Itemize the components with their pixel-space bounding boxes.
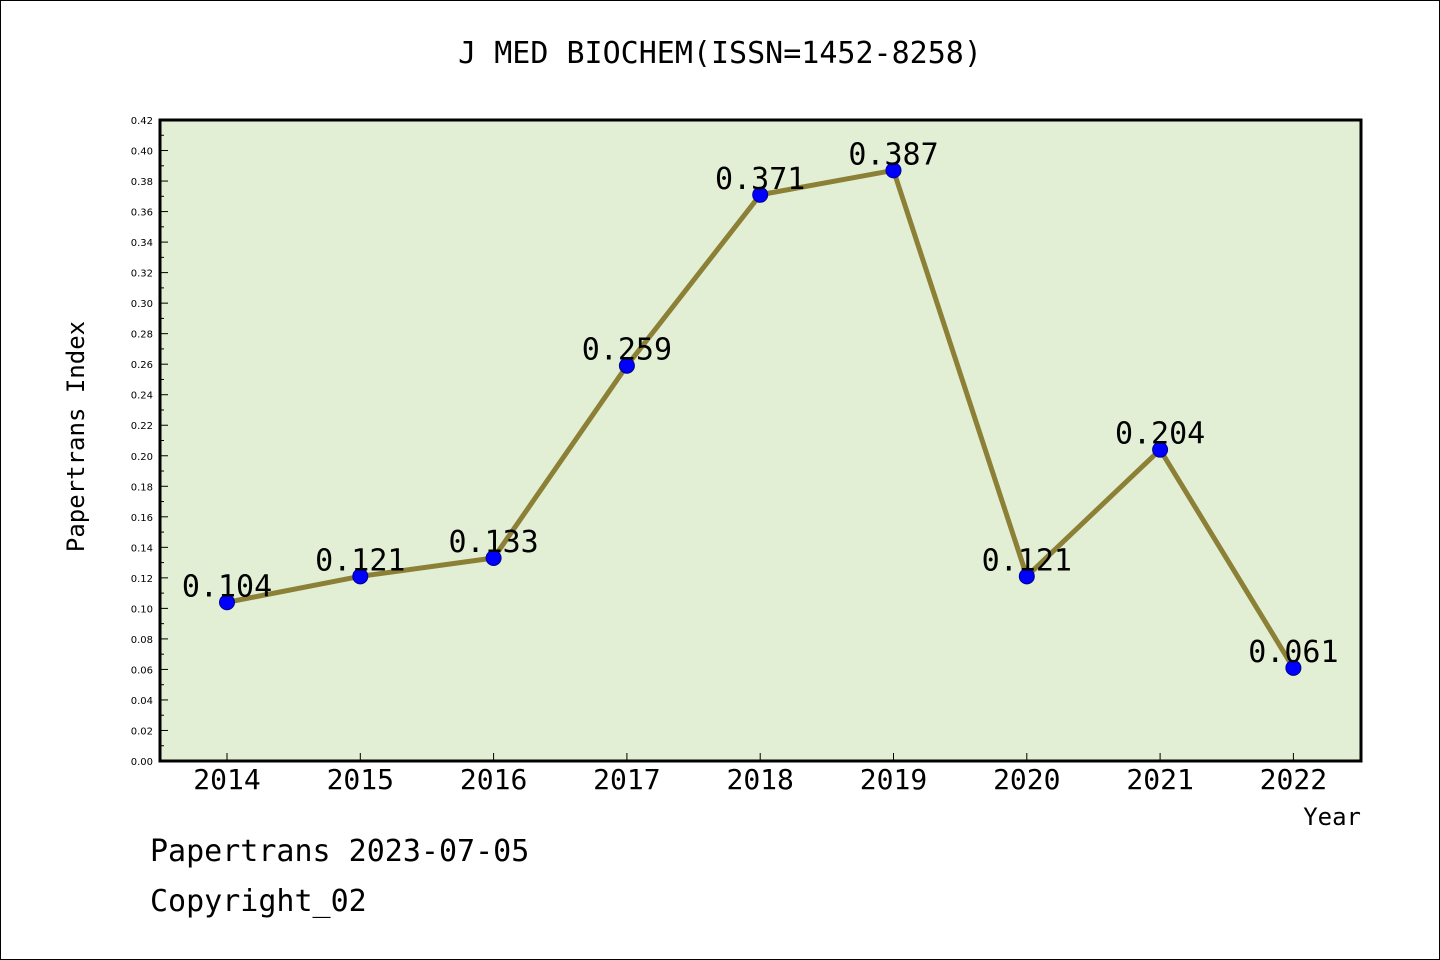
footer-copyright: Copyright_02 <box>150 884 367 919</box>
data-point <box>352 568 369 585</box>
y-tick-label: 0.06 <box>131 665 153 676</box>
y-tick-label: 0.08 <box>131 635 153 646</box>
y-tick-label: 0.02 <box>131 726 153 737</box>
data-point <box>1285 659 1302 676</box>
y-tick-label: 0.32 <box>131 269 153 280</box>
y-tick-label: 0.04 <box>131 696 153 707</box>
x-tick-label: 2018 <box>726 763 793 796</box>
y-tick-label: 0.34 <box>131 238 153 249</box>
plot-area <box>160 120 1361 761</box>
data-label: 0.259 <box>582 333 672 368</box>
x-tick-label: 2021 <box>1126 763 1193 796</box>
y-tick-label: 0.10 <box>131 604 153 615</box>
data-point <box>1018 568 1035 585</box>
x-tick-label: 2020 <box>993 763 1060 796</box>
x-axis-label: Year <box>1303 803 1361 831</box>
data-point <box>485 550 502 567</box>
data-label: 0.133 <box>448 525 538 560</box>
y-tick-label: 0.26 <box>131 360 153 371</box>
y-tick-label: 0.28 <box>131 330 153 341</box>
x-tick-label: 2019 <box>860 763 927 796</box>
data-label: 0.061 <box>1248 635 1338 670</box>
x-tick-label: 2017 <box>593 763 660 796</box>
data-point <box>885 162 902 179</box>
x-tick-label: 2022 <box>1260 763 1327 796</box>
x-tick-label: 2014 <box>193 763 260 796</box>
data-point <box>618 357 635 374</box>
data-label: 0.371 <box>715 162 805 197</box>
chart-title: J MED BIOCHEM(ISSN=1452-8258) <box>458 36 982 71</box>
data-label: 0.121 <box>315 543 405 578</box>
footer-date: Papertrans 2023-07-05 <box>150 834 530 869</box>
y-tick-label: 0.42 <box>131 116 153 127</box>
y-tick-label: 0.36 <box>131 208 153 219</box>
data-label: 0.204 <box>1115 417 1205 452</box>
y-tick-label: 0.14 <box>131 543 153 554</box>
plot-border <box>158 118 1363 763</box>
data-label: 0.387 <box>848 137 938 172</box>
data-point <box>1152 441 1169 458</box>
y-tick-label: 0.38 <box>131 177 153 188</box>
y-tick-label: 0.24 <box>131 391 153 402</box>
y-tick-label: 0.18 <box>131 482 153 493</box>
data-label: 0.104 <box>182 569 272 604</box>
x-tick-label: 2015 <box>327 763 394 796</box>
y-axis-label: Papertrans Index <box>62 321 90 552</box>
x-tick-label: 2016 <box>460 763 527 796</box>
y-tick-label: 0.12 <box>131 574 153 585</box>
y-tick-label: 0.16 <box>131 513 153 524</box>
data-label: 0.121 <box>982 543 1072 578</box>
y-tick-label: 0.40 <box>131 147 153 158</box>
data-point <box>219 594 235 611</box>
y-tick-label: 0.00 <box>131 757 153 768</box>
y-tick-label: 0.20 <box>131 452 153 463</box>
y-tick-label: 0.22 <box>131 421 153 432</box>
data-point <box>752 186 769 203</box>
y-tick-label: 0.30 <box>131 299 153 310</box>
